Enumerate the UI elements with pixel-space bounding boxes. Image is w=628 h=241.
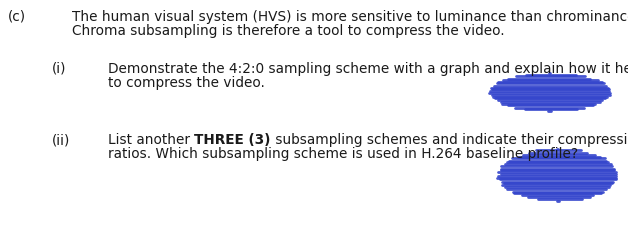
Text: THREE (3): THREE (3) (195, 133, 271, 147)
Text: to compress the video.: to compress the video. (108, 76, 265, 90)
Text: (ii): (ii) (52, 133, 70, 147)
Text: Chroma subsampling is therefore a tool to compress the video.: Chroma subsampling is therefore a tool t… (72, 24, 505, 38)
Text: List another: List another (108, 133, 195, 147)
Text: ratios. Which subsampling scheme is used in H.264 baseline profile?: ratios. Which subsampling scheme is used… (108, 147, 578, 161)
Text: subsampling schemes and indicate their compression: subsampling schemes and indicate their c… (271, 133, 628, 147)
Text: Demonstrate the 4:2:0 sampling scheme with a graph and explain how it helps: Demonstrate the 4:2:0 sampling scheme wi… (108, 62, 628, 76)
Text: The human visual system (HVS) is more sensitive to luminance than chrominance.: The human visual system (HVS) is more se… (72, 10, 628, 24)
Text: (i): (i) (52, 62, 67, 76)
Text: (c): (c) (8, 10, 26, 24)
